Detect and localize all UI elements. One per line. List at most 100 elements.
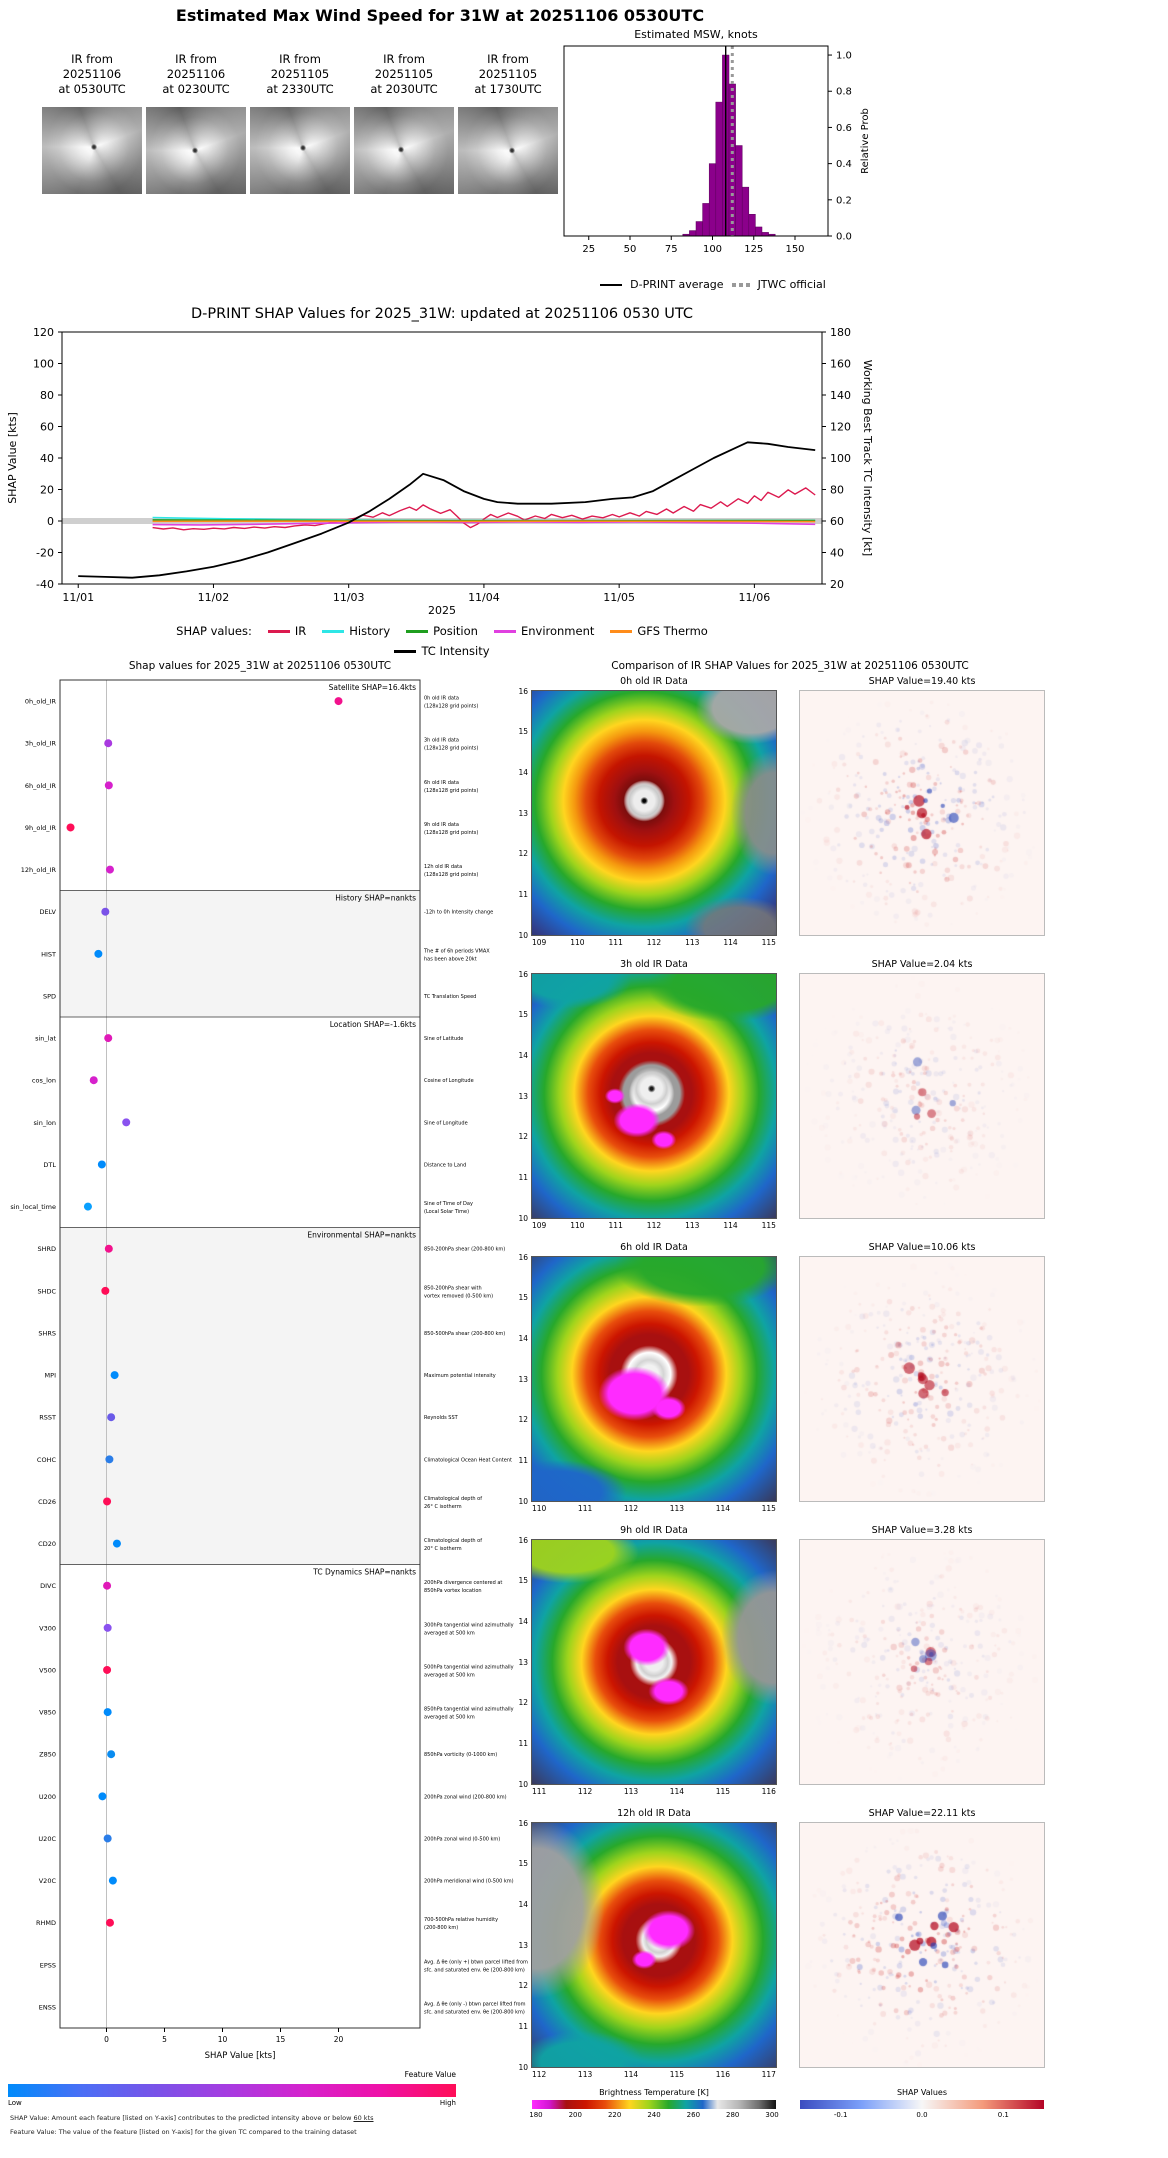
shap-map-title: SHAP Value=22.11 kts [868, 1808, 976, 1819]
svg-text:40: 40 [830, 547, 844, 560]
feature-value-colorbar [8, 2084, 456, 2097]
feature-name: sin_lat [35, 1035, 56, 1043]
shap-dot [104, 1034, 113, 1043]
shap-dot [104, 1244, 113, 1253]
ir-thumbnail-label: IR from 20251106 at 0530UTC [58, 52, 126, 96]
svg-text:125: 125 [744, 244, 763, 255]
shap-map-image [799, 690, 1045, 936]
ir-ytick-label: 12 [518, 1981, 528, 1991]
ir-ytick-label: 10 [518, 1779, 528, 1789]
feature-desc: 26° C isotherm [424, 1504, 462, 1510]
ir-ytick-label: 16 [518, 686, 528, 696]
ir-panel-title: 12h old IR Data [617, 1808, 691, 1819]
feature-desc: (Local Solar Time) [424, 1209, 469, 1215]
shap-dot [94, 949, 103, 958]
svg-text:0.8: 0.8 [836, 87, 852, 98]
svg-text:60: 60 [40, 421, 54, 434]
ir-ytick-label: 15 [518, 1010, 528, 1020]
shap-dot [97, 1160, 106, 1169]
feature-name: 9h_old_IR [25, 824, 57, 832]
svg-text:10: 10 [218, 2035, 228, 2044]
feature-desc: 300hPa tangential wind azimuthally [424, 1622, 514, 1628]
feature-name: V20C [39, 1877, 57, 1885]
timeseries-legend-row2: TC Intensity [0, 644, 884, 658]
svg-text:11/06: 11/06 [739, 591, 771, 604]
jtwc-official-label: JTWC official [757, 278, 826, 291]
timeseries-legend-row1: SHAP values: IR History Position Environment… [0, 624, 884, 638]
feature-desc: The # of 6h periods VMAX [423, 948, 490, 954]
feature-desc: (200-800 km) [424, 1925, 458, 1931]
group-label: History SHAP=nankts [335, 894, 416, 903]
feature-desc: -12h to 0h Intensity change [424, 910, 493, 916]
shap-map-title: SHAP Value=2.04 kts [871, 959, 973, 970]
ir-thumbnail-label: IR from 20251105 at 2330UTC [266, 52, 334, 96]
feature-name: SHRD [37, 1245, 56, 1253]
ir-image [531, 973, 777, 1219]
ir-panel-title: 3h old IR Data [620, 959, 688, 970]
ir-thumbnail-image [354, 107, 454, 194]
shap-map-image [799, 973, 1045, 1219]
shap-dot [101, 907, 110, 916]
shap-map-title: SHAP Value=3.28 kts [871, 1525, 973, 1536]
svg-text:20: 20 [334, 2035, 344, 2044]
feature-value-footnote: Feature Value: The value of the feature … [10, 2128, 357, 2136]
shap-dot [89, 1076, 98, 1085]
feature-name: HIST [41, 950, 56, 958]
histogram-ylabel: Relative Prob [860, 108, 871, 174]
feature-desc: 0h old IR data [424, 696, 459, 702]
shap-dot [107, 1413, 116, 1422]
svg-text:11/04: 11/04 [468, 591, 500, 604]
feature-desc: 12h old IR data [424, 864, 462, 870]
dprint-average-label: D-PRINT average [630, 278, 724, 291]
legend-title: SHAP values: [176, 624, 252, 638]
shap-values-colorbar-label: SHAP Values [896, 2088, 948, 2097]
svg-text:5: 5 [162, 2035, 167, 2044]
shap-dot [110, 1371, 119, 1380]
ir-ytick-label: 12 [518, 1698, 528, 1708]
svg-text:150: 150 [785, 244, 804, 255]
svg-text:120: 120 [830, 421, 851, 434]
ir-image [531, 1539, 777, 1785]
ir-thumbnail-label: IR from 20251105 at 1730UTC [474, 52, 542, 96]
shap-timeseries-chart: -40 -20 0 20 40 60 80 100 120 20 40 60 80 100 120 140 16… [6, 326, 874, 604]
ir-ytick-label: 14 [518, 1616, 528, 1626]
feature-desc: Sine of Longitude [424, 1120, 468, 1126]
svg-text:180: 180 [830, 326, 851, 339]
feature-desc: 700-500hPa relative humidity [424, 1917, 498, 1923]
feature-desc: 500hPa tangential wind azimuthally [424, 1664, 514, 1670]
svg-text:1.0: 1.0 [836, 51, 852, 62]
ir-ytick-label: 12 [518, 1415, 528, 1425]
feature-desc: (128x128 grid points) [424, 788, 478, 794]
feature-name: DELV [40, 908, 57, 916]
ir-thumbnail: IR from 20251105 at 2330UTC [250, 52, 350, 194]
svg-text:11/02: 11/02 [198, 591, 230, 604]
brightness-temp-colorbar-label: Brightness Temperature [K] [599, 2088, 709, 2097]
ir-image [531, 1256, 777, 1502]
svg-text:-20: -20 [36, 547, 54, 560]
shap-dot [108, 1876, 117, 1885]
ir-ytick-label: 14 [518, 1333, 528, 1343]
shap-dot [105, 1918, 114, 1927]
feature-name: V850 [39, 1709, 56, 1717]
feature-desc: (128x128 grid points) [424, 830, 478, 836]
feature-desc: Distance to Land [424, 1162, 466, 1168]
brightness-temp-colorbar [532, 2100, 776, 2109]
legend-swatch [394, 650, 417, 653]
feature-desc: sfc. and saturated env. θe (200-800 km) [424, 1967, 525, 1973]
shap-dot [334, 697, 343, 706]
ir-ytick-label: 13 [518, 1091, 528, 1101]
colorbar-high-label: High [439, 2099, 456, 2107]
feature-name: SPD [43, 992, 56, 1000]
ir-thumbnail-strip: IR from 20251106 at 0530UTC IR from 20251106… [0, 52, 880, 297]
svg-text:120: 120 [33, 326, 54, 339]
shap-map-title: SHAP Value=10.06 kts [868, 1242, 976, 1253]
feature-name: cos_lon [32, 1077, 56, 1085]
shap-map-title: SHAP Value=19.40 kts [868, 676, 976, 687]
svg-text:11/05: 11/05 [603, 591, 635, 604]
shap-dot [105, 865, 114, 874]
ir-xtick-labels: 112 113 114 115 116 117 [532, 2070, 776, 2079]
feature-desc: Sine of Time of Day [424, 1201, 473, 1207]
group-label: Location SHAP=-1.6kts [330, 1020, 416, 1029]
ir-ytick-label: 11 [518, 1172, 528, 1182]
